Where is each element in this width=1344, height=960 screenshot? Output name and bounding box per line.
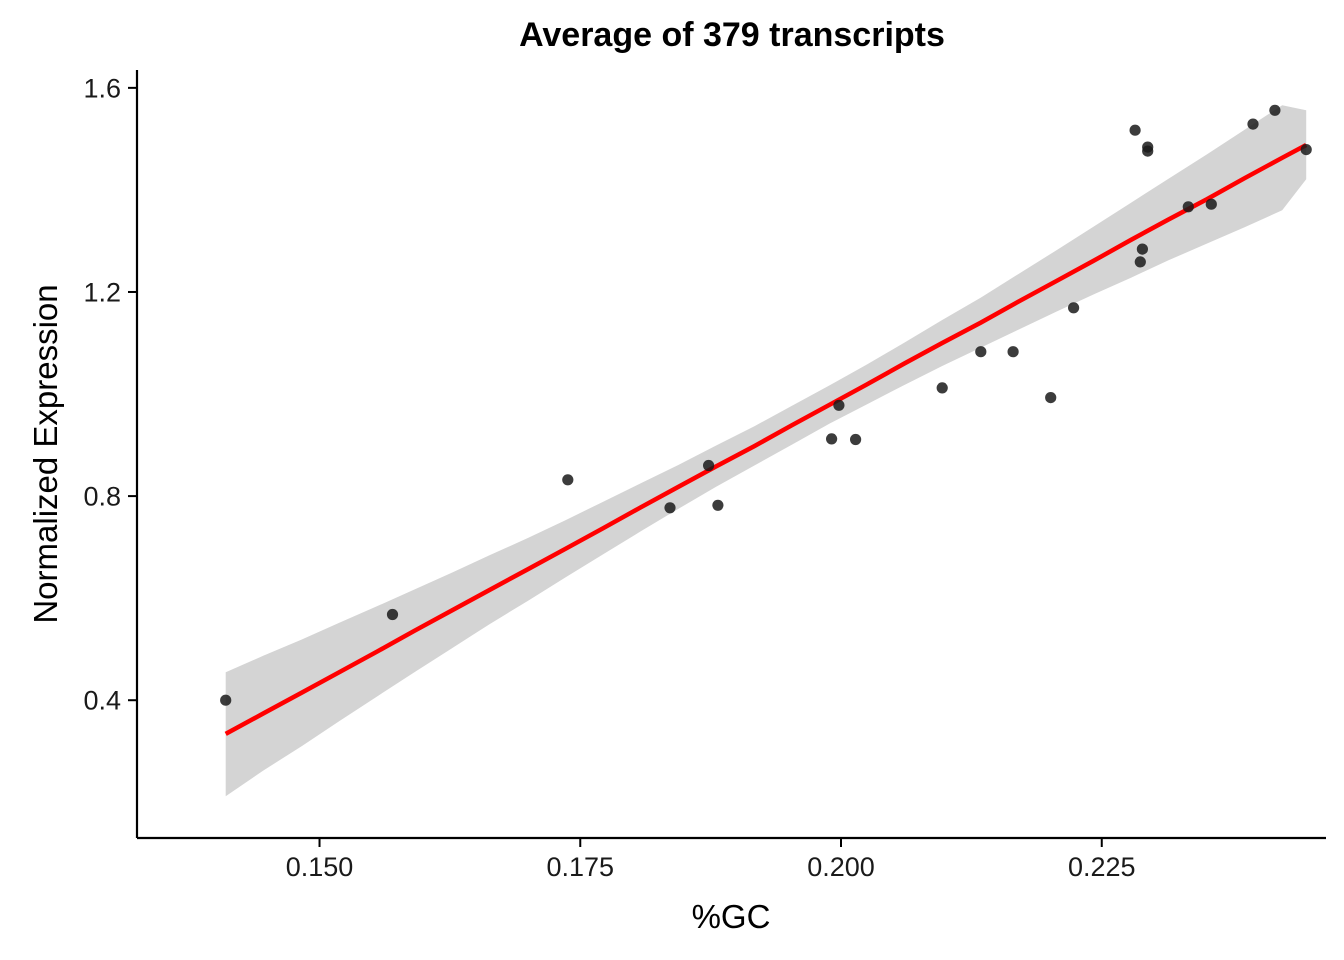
x-ticks-layer: 0.150 0.175 0.200 0.225 — [286, 838, 1136, 882]
data-point — [833, 399, 845, 411]
y-tick-label: 0.4 — [83, 686, 121, 716]
y-ticks-layer: 0.4 0.8 1.2 1.6 — [83, 73, 137, 716]
data-point — [386, 608, 399, 621]
data-point — [1134, 256, 1146, 268]
confidence-band-layer — [225, 105, 1307, 797]
data-point — [1068, 302, 1080, 314]
data-point — [562, 474, 574, 486]
confidence-band — [225, 105, 1307, 797]
y-tick-label: 1.6 — [83, 73, 121, 103]
x-axis-label: %GC — [692, 898, 771, 935]
data-point — [703, 459, 715, 472]
data-point — [1136, 243, 1148, 255]
fit-line-layer — [224, 143, 1308, 736]
data-point — [1205, 198, 1217, 210]
data-point — [1182, 201, 1194, 213]
y-axis-label: Normalized Expression — [27, 284, 64, 623]
data-points-layer — [220, 104, 1312, 706]
data-point — [826, 433, 838, 445]
data-point — [220, 694, 232, 706]
x-tick-label: 0.150 — [286, 852, 354, 882]
axes-layer — [135, 70, 1326, 840]
data-point — [1300, 144, 1312, 156]
x-tick-label: 0.175 — [546, 852, 614, 882]
data-point — [1129, 124, 1141, 136]
data-point — [975, 346, 987, 358]
y-tick-label: 0.8 — [83, 482, 121, 512]
x-tick-label: 0.225 — [1068, 852, 1136, 882]
data-point — [664, 502, 676, 514]
data-point — [1247, 118, 1259, 130]
y-tick-label: 1.2 — [83, 277, 121, 307]
x-tick-label: 0.200 — [807, 852, 875, 882]
chart-title: Average of 379 transcripts — [519, 16, 945, 54]
data-point — [1007, 346, 1019, 358]
data-point — [850, 433, 862, 446]
data-point — [1045, 392, 1057, 404]
data-point — [712, 499, 724, 511]
regression-line — [224, 143, 1308, 736]
data-point — [936, 382, 948, 394]
data-point — [1269, 104, 1281, 116]
data-point — [1142, 141, 1154, 153]
